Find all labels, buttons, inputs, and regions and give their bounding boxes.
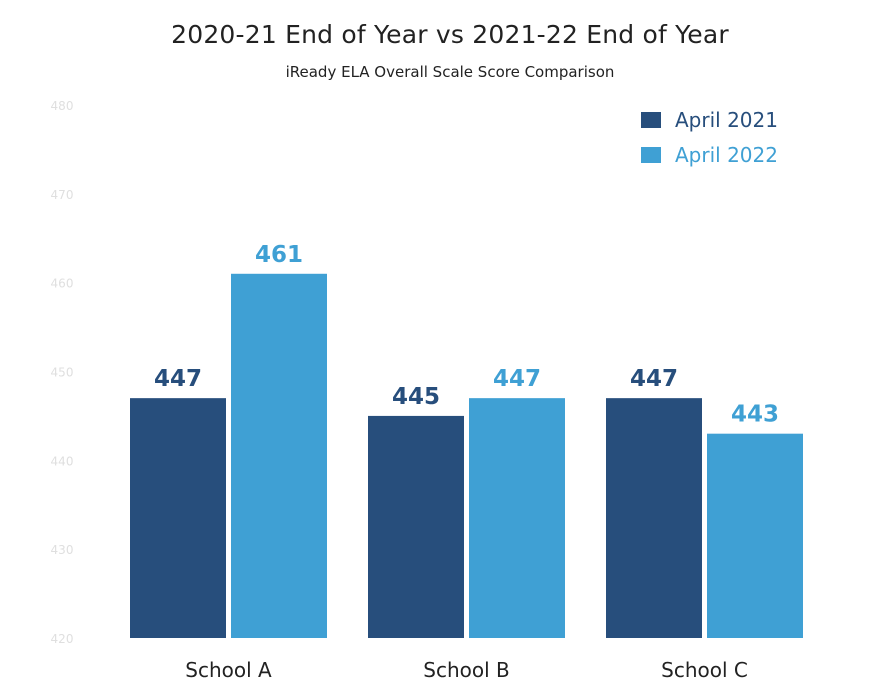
data-label: 447 <box>493 366 541 392</box>
data-label: 445 <box>392 384 440 410</box>
y-tick-label: 450 <box>51 366 74 380</box>
y-tick-label: 460 <box>51 277 74 291</box>
bar-school-b-series1 <box>368 415 464 638</box>
chart-subtitle: iReady ELA Overall Scale Score Compariso… <box>285 63 615 81</box>
y-tick-label: 470 <box>51 188 74 202</box>
x-tick-label: School A <box>185 658 272 682</box>
bar-school-a-series2 <box>231 273 327 638</box>
legend-label: April 2022 <box>675 143 778 167</box>
data-label: 447 <box>154 366 202 392</box>
y-tick-label: 480 <box>51 99 74 113</box>
y-tick-label: 440 <box>51 454 74 468</box>
legend-label: April 2021 <box>675 108 778 132</box>
bar-school-b-series2 <box>469 398 565 638</box>
data-label: 447 <box>630 366 678 392</box>
bar-school-c-series2 <box>707 433 803 638</box>
bar-school-a-series1 <box>130 398 226 638</box>
data-label: 443 <box>731 402 779 428</box>
y-tick-label: 430 <box>51 543 74 557</box>
x-tick-label: School B <box>423 658 509 682</box>
x-tick-label: School C <box>661 658 748 682</box>
chart-title: 2020-21 End of Year vs 2021-22 End of Ye… <box>171 20 729 49</box>
legend-swatch <box>641 112 661 128</box>
legend-swatch <box>641 147 661 163</box>
bar-school-c-series1 <box>606 398 702 638</box>
y-tick-label: 420 <box>51 632 74 646</box>
data-label: 461 <box>255 242 303 268</box>
